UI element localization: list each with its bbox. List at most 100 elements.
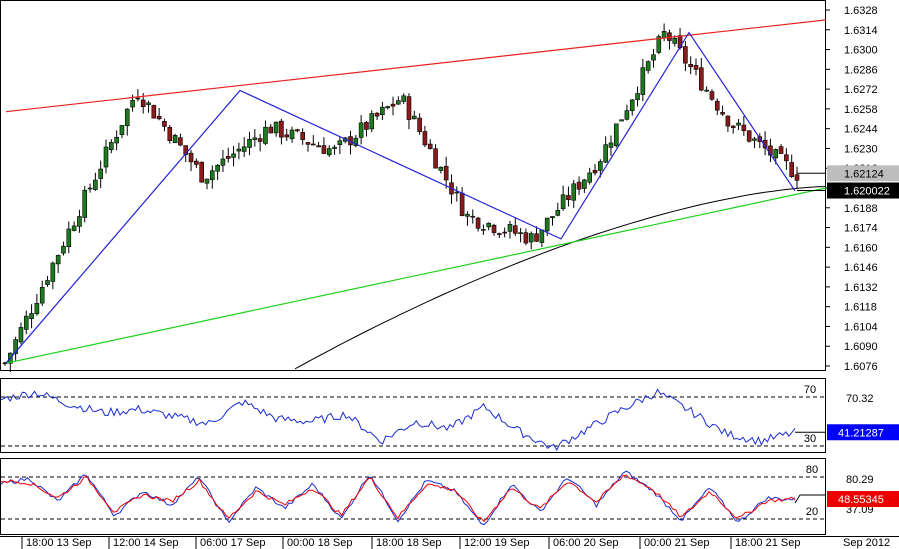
candle-body	[55, 255, 61, 265]
candle-body	[624, 110, 630, 120]
candle-body	[23, 315, 29, 330]
stochastic-level-label: 80	[806, 464, 818, 476]
candle-body	[337, 140, 343, 145]
candle-body	[220, 158, 226, 166]
candle-body	[87, 187, 93, 190]
candle-body	[300, 131, 305, 141]
time-axis: 18:00 13 Sep 12:00 14 Sep 06:00 17 Sep 00:0…	[0, 536, 899, 549]
candle-body	[699, 67, 704, 91]
candle-body	[598, 161, 603, 171]
stochastic-current-label: 48.55345	[838, 494, 884, 506]
candle-body	[321, 145, 327, 154]
candle-body	[502, 231, 507, 234]
candle-body	[18, 327, 24, 343]
candle-body	[50, 262, 56, 282]
price-tick-label: 1.6230	[844, 143, 878, 155]
candle-body	[93, 179, 98, 190]
time-tick-label: 00:00 18 Sep	[287, 537, 352, 549]
candle-body	[784, 154, 789, 162]
price-tick-label: 1.6244	[844, 124, 878, 136]
candle-body	[61, 245, 66, 254]
candle-body	[725, 115, 731, 127]
candle-body	[369, 113, 375, 130]
candle-body	[71, 225, 77, 231]
price-tick-label: 1.6076	[844, 361, 878, 373]
candle-body	[156, 115, 162, 120]
candle-body	[555, 210, 561, 216]
stochastic-current-badge	[827, 491, 899, 508]
rsi-level-label: 30	[804, 433, 816, 445]
rsi-panel: 70 30 70.32 41.21287	[0, 378, 899, 453]
stochastic-top-label: 80.29	[846, 474, 874, 486]
price-tick-label: 1.6258	[844, 104, 878, 116]
time-tick-label: 06:00 20 Sep	[553, 537, 618, 549]
candle-body	[284, 134, 290, 138]
price-panel-frame	[0, 0, 826, 371]
candles	[2, 23, 800, 372]
price-marker-label: 1.62124	[844, 168, 884, 180]
candle-body	[114, 136, 119, 144]
candle-body	[661, 31, 667, 39]
candle-body	[172, 135, 178, 144]
price-tick-label: 1.6328	[844, 5, 878, 17]
candle-body	[194, 160, 199, 165]
candle-body	[465, 213, 470, 217]
candle-body	[332, 146, 337, 149]
price-panel: 1.6328 1.6314 1.6300 1.6286 1.6272 1.6258 1.62…	[0, 0, 899, 373]
stochastic-line-0	[0, 470, 796, 526]
time-tick-label: 18:00 13 Sep	[26, 537, 91, 549]
price-tick-label: 1.6132	[844, 282, 878, 294]
candle-body	[66, 228, 72, 248]
price-tick-label: 1.6188	[844, 203, 878, 215]
candle-body	[752, 138, 757, 141]
candle-body	[427, 143, 433, 149]
time-tick-label: 12:00 14 Sep	[113, 537, 178, 549]
candle-body	[629, 99, 635, 112]
stochastic-line-1	[0, 474, 796, 523]
candle-body	[778, 146, 784, 154]
candle-body	[103, 146, 109, 168]
candle-body	[741, 124, 747, 131]
candle-body	[640, 67, 646, 95]
candle-body	[98, 168, 103, 179]
price-tick-label: 1.6314	[844, 25, 878, 37]
candle-body	[241, 146, 247, 152]
time-tick-label: 12:00 19 Sep	[464, 537, 529, 549]
price-marker-label: 1.620022	[844, 186, 890, 198]
candle-body	[34, 303, 40, 315]
candle-body	[215, 164, 220, 172]
candle-body	[736, 122, 741, 126]
candle-body	[773, 149, 779, 159]
candle-body	[29, 313, 34, 319]
candle-body	[77, 216, 82, 227]
candle-body	[592, 169, 598, 174]
rsi-current-label: 41.21287	[838, 427, 884, 439]
candle-body	[608, 142, 614, 148]
candle-body	[714, 100, 720, 111]
time-tick-label: 00:00 21 Sep	[644, 537, 709, 549]
candle-body	[119, 125, 125, 135]
candle-body	[619, 119, 624, 122]
rsi-panel-frame	[0, 378, 826, 453]
candle-body	[162, 121, 167, 127]
price-marker-badge	[827, 165, 899, 182]
candle-body	[295, 129, 300, 132]
candle-body	[443, 165, 449, 181]
price-marker-badge	[827, 182, 899, 199]
candle-body	[651, 54, 656, 61]
stochastic-panel-frame	[0, 458, 826, 535]
time-tick-label: 18:00 21 Sep	[735, 537, 800, 549]
price-tick-label: 1.6272	[844, 84, 878, 96]
rsi-top-label: 70.32	[846, 393, 874, 405]
time-tick-label: 06:00 17 Sep	[200, 537, 265, 549]
candle-body	[603, 144, 608, 163]
candle-body	[109, 142, 114, 150]
price-tick-label: 1.6286	[844, 64, 878, 76]
candle-body	[252, 137, 258, 140]
candle-body	[353, 137, 359, 146]
candle-body	[268, 126, 274, 134]
candle-body	[326, 148, 332, 156]
candle-body	[417, 117, 422, 132]
candle-body	[656, 36, 662, 53]
